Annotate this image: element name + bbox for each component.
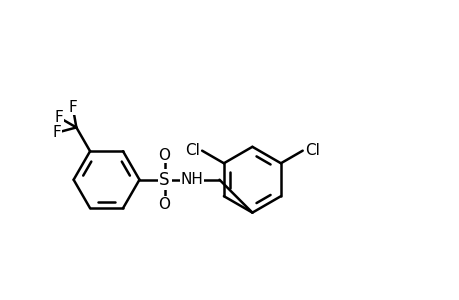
Text: O: O [158, 148, 170, 163]
Text: F: F [52, 125, 61, 140]
Text: NH: NH [180, 172, 203, 187]
Text: O: O [158, 197, 170, 212]
Text: Cl: Cl [185, 143, 199, 158]
Text: S: S [159, 171, 169, 189]
Text: Cl: Cl [304, 143, 319, 158]
Text: F: F [68, 100, 77, 115]
Text: F: F [54, 110, 63, 125]
